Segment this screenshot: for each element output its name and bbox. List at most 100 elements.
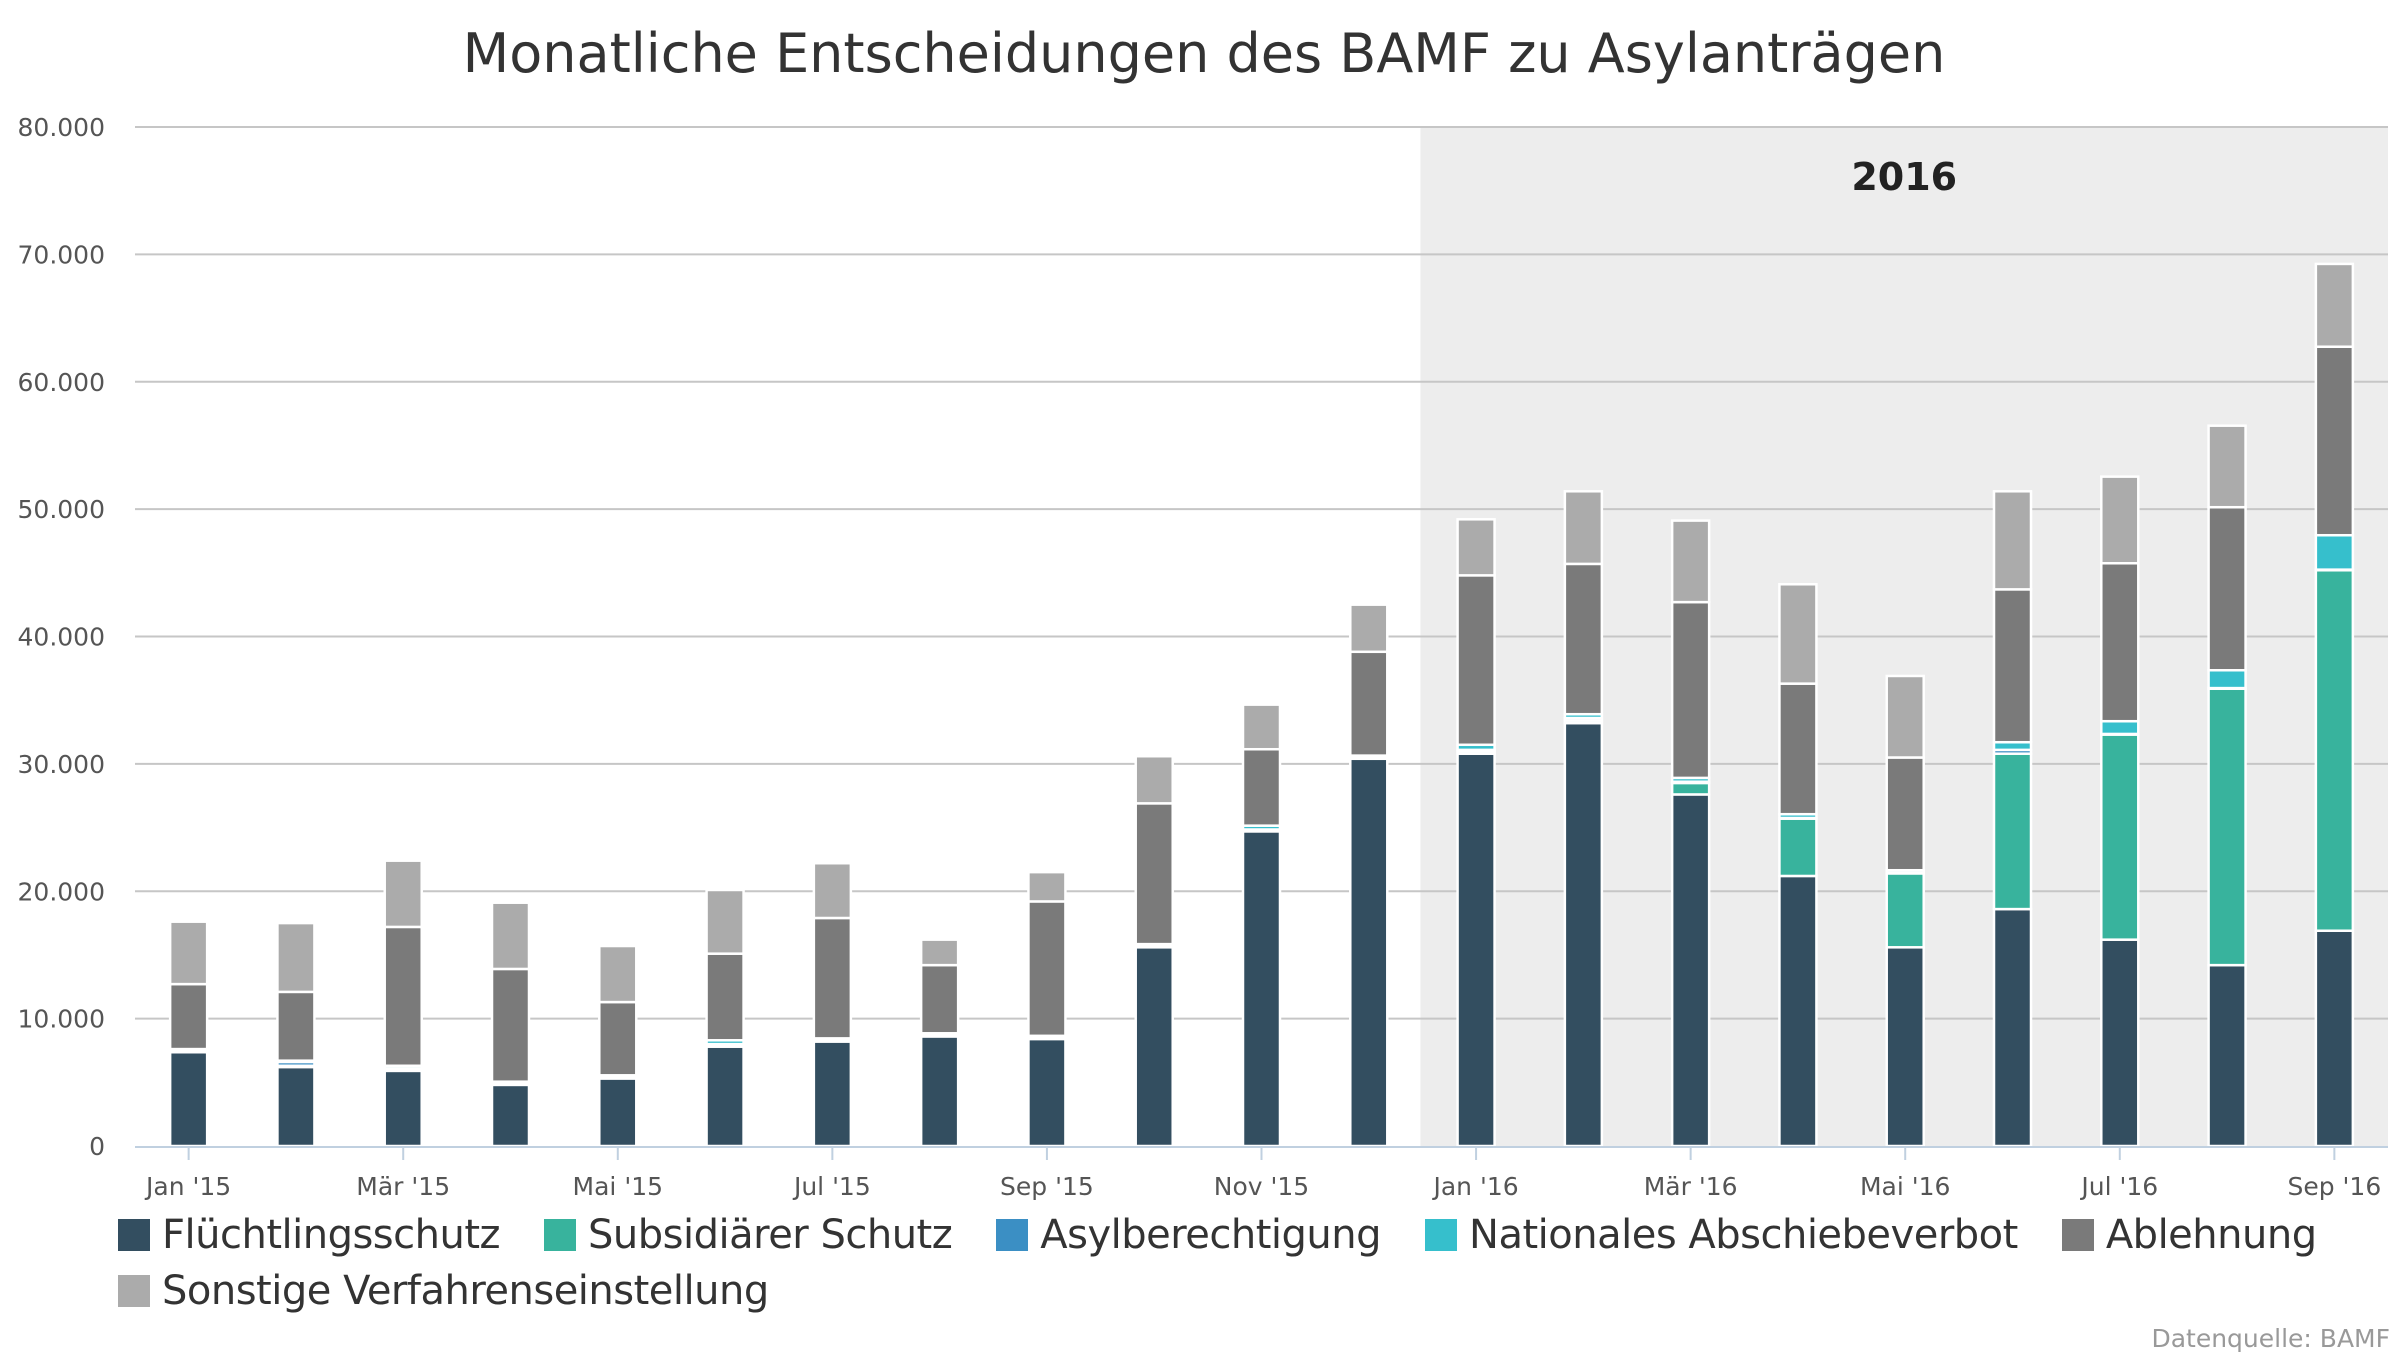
bar-segment[interactable] <box>1563 721 1604 1148</box>
legend-item-asylberechtigung[interactable]: Asylberechtigung <box>996 1212 1382 1258</box>
bar-segment[interactable] <box>276 990 316 1062</box>
bar-segment[interactable] <box>1134 802 1174 946</box>
bar-segment[interactable] <box>2207 963 2247 1148</box>
bar-segment[interactable] <box>1885 946 1925 1148</box>
bar-segment[interactable] <box>1778 583 1818 685</box>
bar-segment[interactable] <box>1778 817 1818 878</box>
bar-segment[interactable] <box>1456 574 1496 747</box>
bar-segment[interactable] <box>2314 929 2355 1148</box>
bar-segment[interactable] <box>598 944 638 1004</box>
bar-segment[interactable] <box>919 1035 960 1148</box>
bar-segment[interactable] <box>2314 262 2355 348</box>
legend-label: Ablehnung <box>2105 1212 2317 1258</box>
bar-segment[interactable] <box>1349 650 1389 757</box>
bar-segment[interactable] <box>1992 752 2033 911</box>
bar-segment[interactable] <box>1027 870 1067 903</box>
bar-segment[interactable] <box>1670 793 1711 1148</box>
bar-segment[interactable] <box>919 963 960 1035</box>
bar-segment[interactable] <box>1027 1037 1067 1148</box>
chart-title: Monatliche Entscheidungen des BAMF zu As… <box>462 22 1946 85</box>
legend-swatch <box>1425 1219 1458 1251</box>
bar-segment[interactable] <box>812 916 853 1040</box>
bar-segment[interactable] <box>1241 747 1282 827</box>
bar-segment[interactable] <box>812 861 853 920</box>
bar-segment[interactable] <box>598 1077 638 1148</box>
bar-segment[interactable] <box>812 1040 853 1148</box>
bar-segment[interactable] <box>490 901 531 971</box>
bar-segment[interactable] <box>1885 674 1925 759</box>
bar-segment[interactable] <box>1241 703 1282 751</box>
bar-segment[interactable] <box>598 1000 638 1077</box>
bar-segment[interactable] <box>1670 519 1711 604</box>
bar-segment[interactable] <box>1992 490 2033 591</box>
bar-segment[interactable] <box>1778 682 1818 816</box>
bar-segment[interactable] <box>1241 830 1282 1148</box>
bar-segment[interactable] <box>2100 475 2140 565</box>
legend-swatch <box>118 1275 150 1307</box>
legend-swatch <box>996 1219 1029 1251</box>
bar-segment[interactable] <box>1027 900 1067 1038</box>
bar-segment[interactable] <box>1456 752 1496 1148</box>
bar-segment[interactable] <box>705 1045 745 1148</box>
x-tick-label: Jul '16 <box>2079 1172 2158 1201</box>
bar-segment[interactable] <box>1134 754 1174 805</box>
legend-item-nationales-abschiebeverbot[interactable]: Nationales Abschiebeverbot <box>1425 1212 2018 1258</box>
bar-segment[interactable] <box>2314 345 2355 537</box>
bar-segment[interactable] <box>1134 946 1174 1148</box>
bar-segment[interactable] <box>1349 757 1389 1148</box>
bar-segment[interactable] <box>2100 719 2140 736</box>
bar-segment[interactable] <box>919 938 960 967</box>
legend-swatch <box>2061 1219 2094 1251</box>
bar-segment[interactable] <box>168 920 209 986</box>
bar-segment[interactable] <box>705 888 745 955</box>
bar-segment[interactable] <box>2207 424 2247 509</box>
y-tick-label: 10.000 <box>18 1005 105 1034</box>
legend-item-fluechtlingsschutz[interactable]: Flüchtlingsschutz <box>118 1212 501 1258</box>
data-source[interactable]: Datenquelle: BAMF <box>2151 1324 2390 1353</box>
bar-segment[interactable] <box>1670 600 1711 780</box>
bar-segment[interactable] <box>383 1069 423 1148</box>
bar-segment[interactable] <box>1778 874 1818 1148</box>
bar-segment[interactable] <box>1885 872 1925 949</box>
bar-segment[interactable] <box>168 982 209 1051</box>
legend: Flüchtlingsschutz Subsidiärer Schutz Asy… <box>118 1212 2368 1314</box>
bar-segment[interactable] <box>168 1051 209 1148</box>
bar-segment[interactable] <box>1992 588 2033 744</box>
x-tick-label: Mär '15 <box>356 1172 450 1201</box>
bar-segment[interactable] <box>276 921 316 994</box>
bar-segment[interactable] <box>276 1065 316 1148</box>
bar-segment[interactable] <box>1992 907 2033 1148</box>
x-tick-label: Nov '15 <box>1214 1172 1309 1201</box>
band-label: 2016 <box>1851 155 1957 199</box>
bar-segment[interactable] <box>2314 533 2355 571</box>
legend-swatch <box>544 1219 577 1251</box>
bar-segment[interactable] <box>2100 733 2140 941</box>
x-tick-label: Mai '15 <box>573 1172 663 1201</box>
bar-segment[interactable] <box>1563 562 1604 716</box>
bar-segment[interactable] <box>705 952 745 1042</box>
bar-segment[interactable] <box>490 1083 531 1148</box>
y-tick-label: 80.000 <box>18 113 105 142</box>
y-tick-label: 0 <box>89 1132 105 1161</box>
bar-segment[interactable] <box>1349 603 1389 654</box>
bar-segment[interactable] <box>383 925 423 1068</box>
bar-segment[interactable] <box>2207 669 2247 690</box>
legend-item-subsidiaerer-schutz[interactable]: Subsidiärer Schutz <box>544 1212 953 1258</box>
bar-segment[interactable] <box>490 967 531 1083</box>
bar-segment[interactable] <box>1670 781 1711 796</box>
bar-segment[interactable] <box>2207 687 2247 967</box>
bar-segment[interactable] <box>1885 756 1925 872</box>
legend-item-sonstige-verfahrenseinstellung[interactable]: Sonstige Verfahrenseinstellung <box>118 1268 769 1314</box>
bar-segment[interactable] <box>383 859 423 929</box>
legend-label: Subsidiärer Schutz <box>588 1212 953 1258</box>
legend-label: Flüchtlingsschutz <box>162 1212 501 1258</box>
bar-segment[interactable] <box>2207 505 2247 672</box>
bar-segment[interactable] <box>1563 490 1604 566</box>
x-tick-label: Mai '16 <box>1860 1172 1950 1201</box>
legend-swatch <box>118 1219 150 1251</box>
bar-segment[interactable] <box>2314 569 2355 932</box>
bar-segment[interactable] <box>2100 562 2140 723</box>
bar-segment[interactable] <box>1456 518 1496 577</box>
legend-item-ablehnung[interactable]: Ablehnung <box>2061 1212 2317 1258</box>
bar-segment[interactable] <box>2100 938 2140 1148</box>
